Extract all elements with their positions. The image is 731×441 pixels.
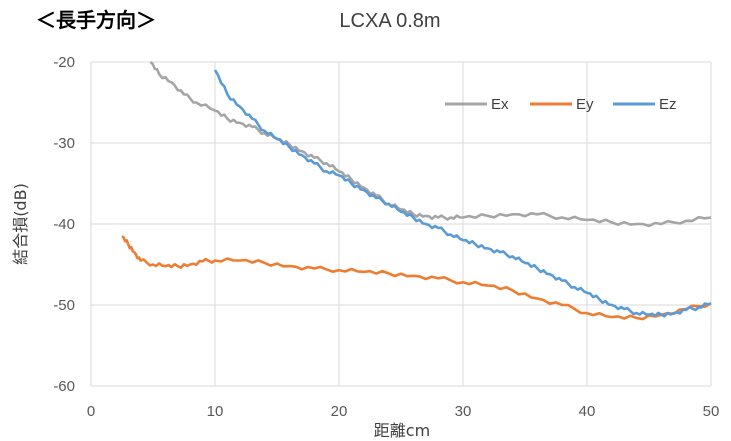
x-axis-label: 距離cm [374,421,430,440]
x-tick-label: 30 [455,403,472,420]
legend-label-ey: Ey [576,96,594,113]
y-tick-label: -20 [53,54,75,71]
series-line-ex [149,61,712,228]
x-axis-ticks: 0 10 20 30 40 50 [87,403,720,420]
legend-label-ez: Ez [659,96,677,113]
x-tick-label: 50 [703,403,720,420]
x-tick-label: 20 [331,403,348,420]
section-heading: ＜長手方向＞ [36,8,156,32]
x-tick-label: 0 [87,403,95,420]
x-tick-label: 10 [207,403,224,420]
legend: Ex Ey Ez [445,96,677,113]
series-line-ey [121,235,712,321]
y-tick-label: -60 [53,378,75,395]
y-tick-label: -30 [53,135,75,152]
series-lines [121,61,712,321]
y-tick-label: -50 [53,297,75,314]
y-axis-ticks: -20 -30 -40 -50 -60 [53,54,75,395]
legend-label-ex: Ex [491,96,509,113]
series-line-ez [213,69,712,318]
y-tick-label: -40 [53,216,75,233]
chart-title: LCXA 0.8m [339,10,440,32]
x-tick-label: 40 [579,403,596,420]
y-axis-label: 結合損(dB) [11,183,30,265]
